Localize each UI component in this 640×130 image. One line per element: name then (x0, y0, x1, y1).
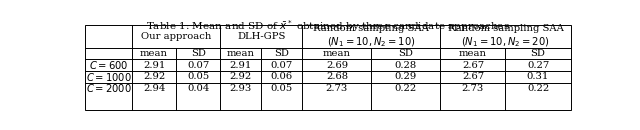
Text: 0.07: 0.07 (187, 61, 209, 70)
Text: 0.27: 0.27 (527, 61, 549, 70)
Text: SD: SD (275, 49, 289, 58)
Text: 2.92: 2.92 (143, 72, 165, 81)
Text: $C = 600$: $C = 600$ (89, 59, 129, 71)
Text: 0.05: 0.05 (187, 72, 209, 81)
Text: 2.91: 2.91 (230, 61, 252, 70)
Text: 0.22: 0.22 (395, 84, 417, 93)
Text: mean: mean (140, 49, 168, 58)
Text: 2.93: 2.93 (230, 84, 252, 93)
Text: $C = 2000$: $C = 2000$ (86, 82, 132, 94)
Text: mean: mean (227, 49, 255, 58)
Text: 2.69: 2.69 (326, 61, 348, 70)
Text: 0.07: 0.07 (271, 61, 293, 70)
Text: 0.22: 0.22 (527, 84, 549, 93)
Text: 2.91: 2.91 (143, 61, 165, 70)
Text: Random sampling SAA
$(N_1 = 10, N_2 = 10)$: Random sampling SAA $(N_1 = 10, N_2 = 10… (314, 24, 429, 49)
Text: 2.94: 2.94 (143, 84, 165, 93)
Text: 2.67: 2.67 (462, 72, 484, 81)
Text: 0.04: 0.04 (187, 84, 209, 93)
Text: 0.29: 0.29 (395, 72, 417, 81)
Text: 0.31: 0.31 (527, 72, 549, 81)
Text: Table 1: Mean and SD of $\bar{x}^*$ obtained by three candidate approaches: Table 1: Mean and SD of $\bar{x}^*$ obta… (146, 19, 510, 34)
Text: DLH-GPS: DLH-GPS (237, 32, 285, 41)
Text: 0.05: 0.05 (271, 84, 293, 93)
Text: $C = 1000$: $C = 1000$ (86, 71, 132, 83)
Text: 0.28: 0.28 (395, 61, 417, 70)
Text: SD: SD (399, 49, 413, 58)
Text: 0.06: 0.06 (271, 72, 293, 81)
Text: SD: SD (531, 49, 545, 58)
Text: mean: mean (459, 49, 487, 58)
Text: 2.73: 2.73 (326, 84, 348, 93)
Text: 2.68: 2.68 (326, 72, 348, 81)
Text: mean: mean (323, 49, 351, 58)
Text: Random sampling SAA
$(N_1 = 10, N_2 = 20)$: Random sampling SAA $(N_1 = 10, N_2 = 20… (447, 24, 563, 49)
Bar (85, 25, 571, 110)
Text: 2.73: 2.73 (462, 84, 484, 93)
Text: 2.92: 2.92 (230, 72, 252, 81)
Text: SD: SD (191, 49, 205, 58)
Text: 2.67: 2.67 (462, 61, 484, 70)
Text: Our approach: Our approach (141, 32, 211, 41)
